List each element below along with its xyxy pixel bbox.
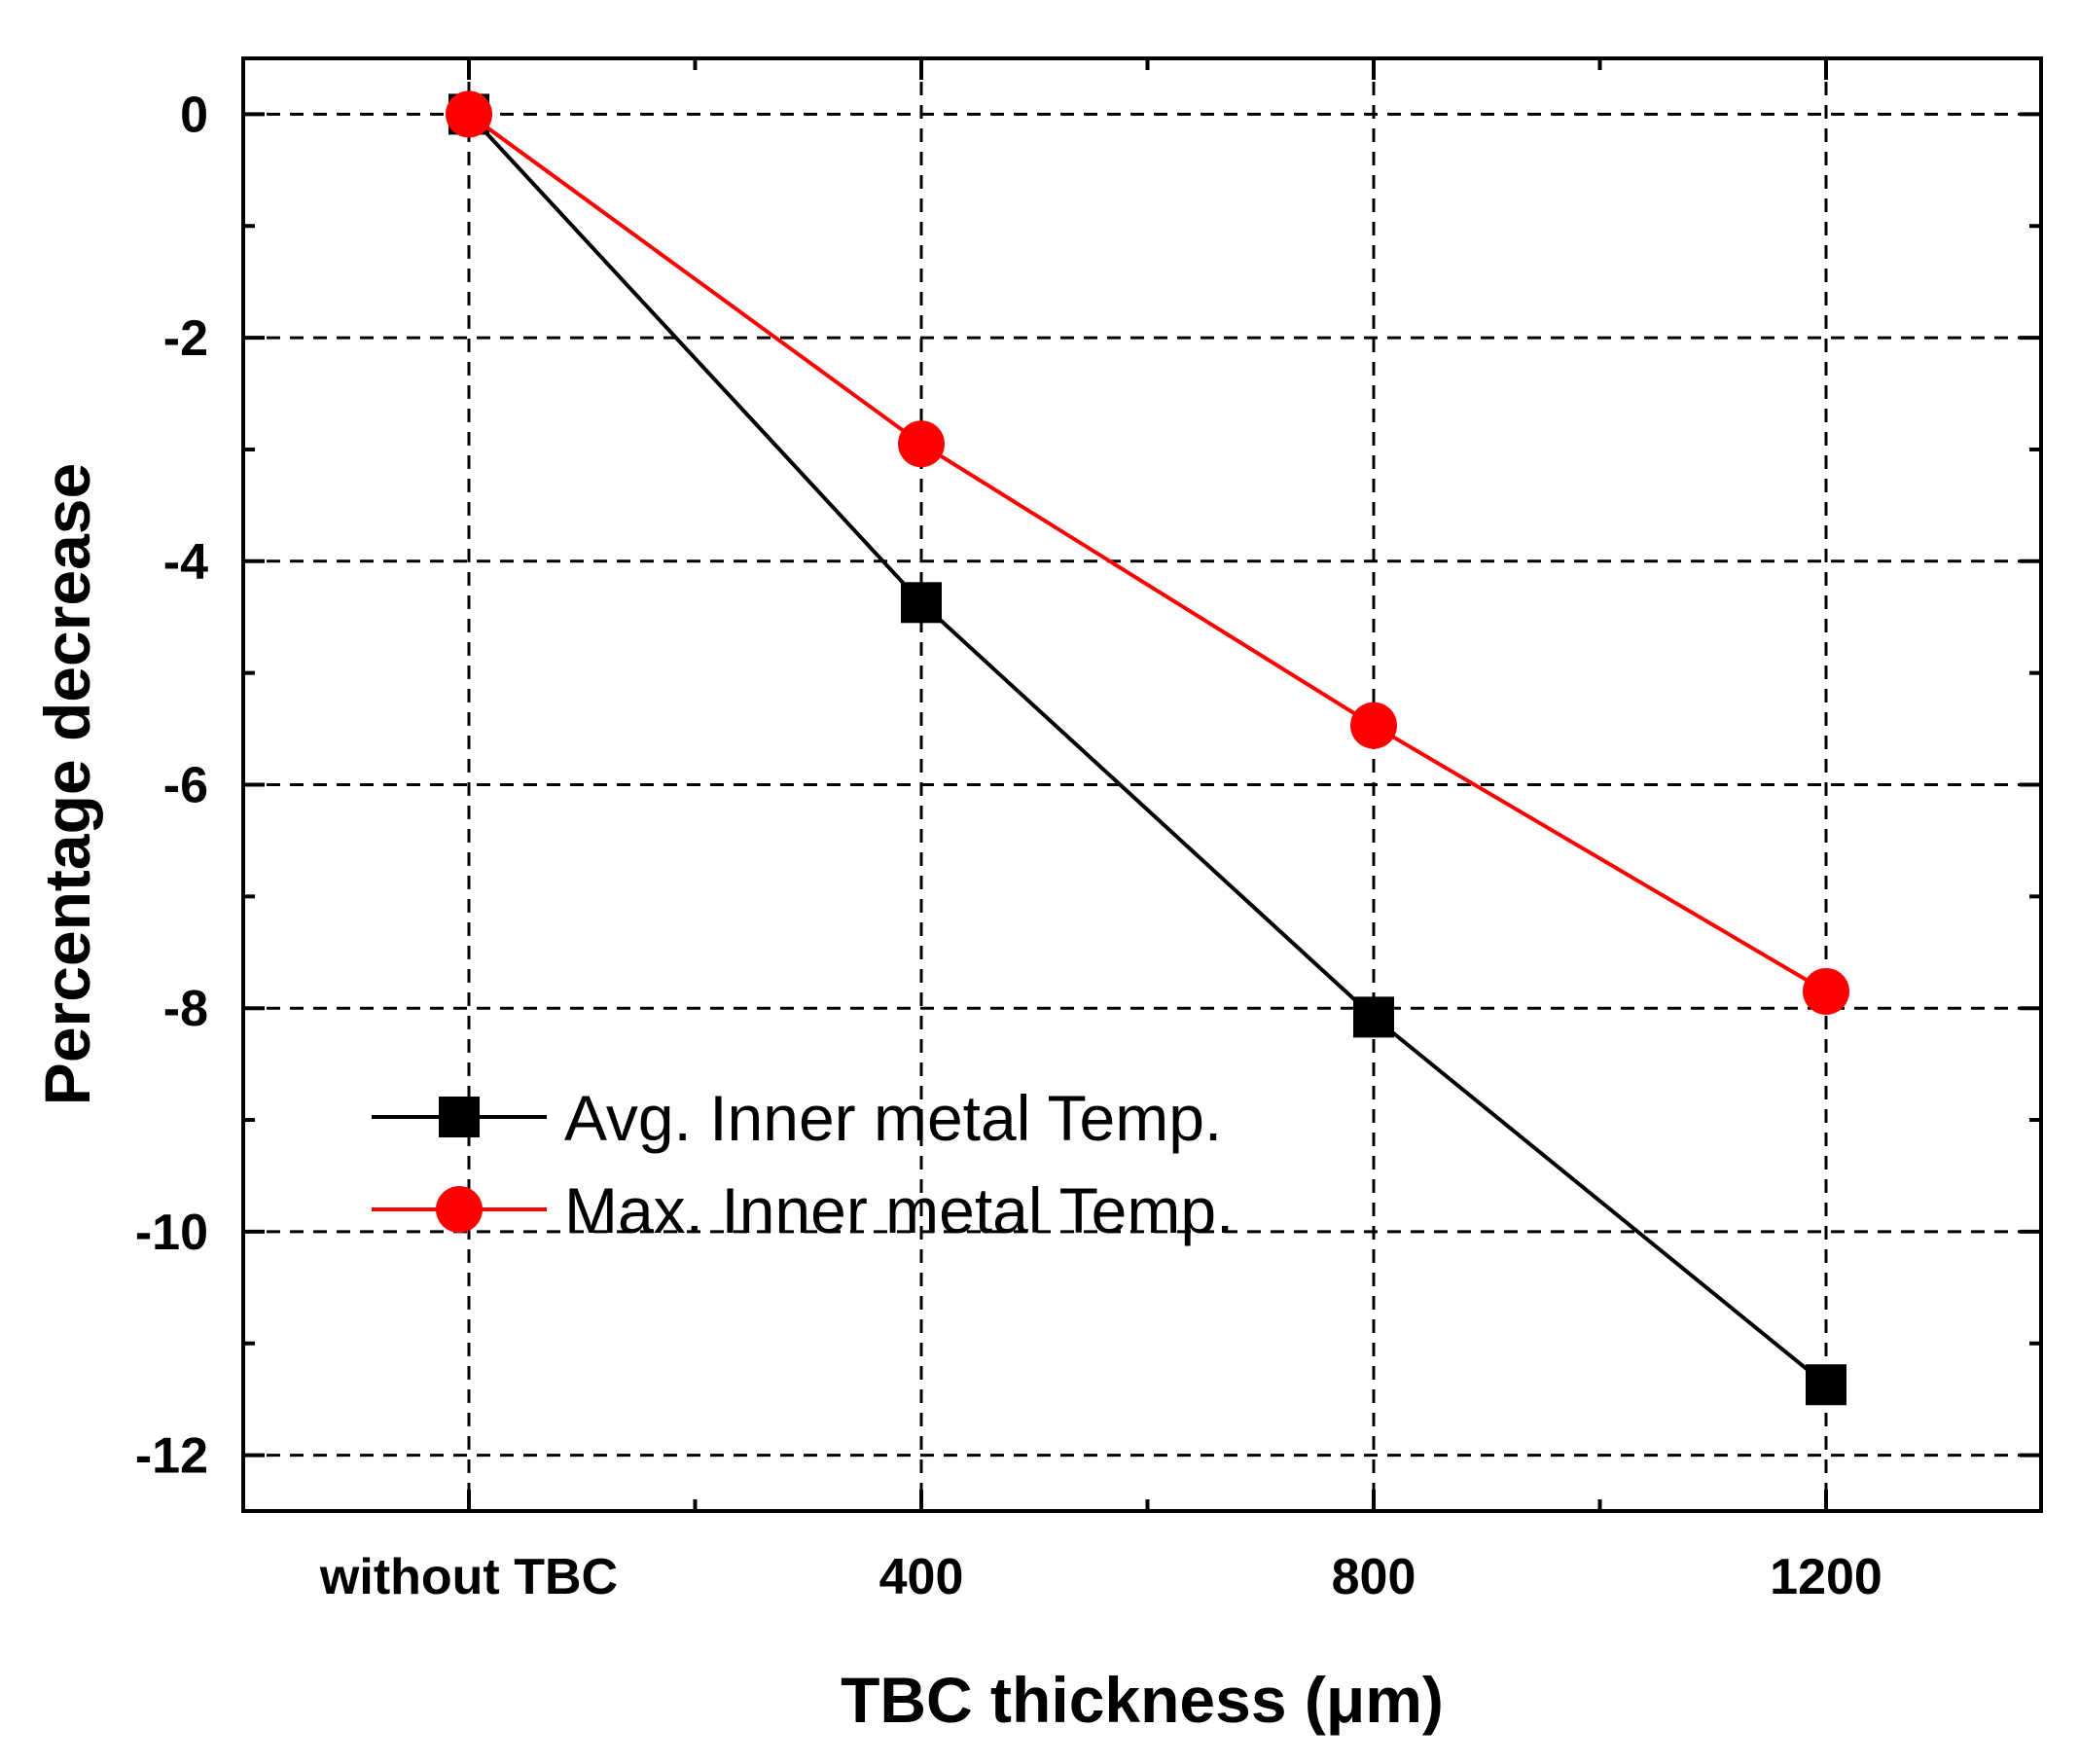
y-axis-title: Percentage decrease xyxy=(31,463,103,1105)
x-axis-ticks: without TBC 400 800 1200 xyxy=(319,58,1882,1605)
legend-marker-max xyxy=(436,1186,483,1233)
data-point-circle xyxy=(446,90,492,138)
x-tick-label: 400 xyxy=(879,1549,964,1605)
series-line xyxy=(467,113,1828,1386)
data-point-square xyxy=(1353,996,1394,1038)
x-tick-label: without TBC xyxy=(319,1549,618,1605)
y-tick-label: 0 xyxy=(180,87,208,143)
legend: Avg. Inner metal Temp. Max. Inner metal … xyxy=(372,1082,1234,1246)
x-axis-title: TBC thickness (μm) xyxy=(841,1664,1444,1736)
data-point-square xyxy=(1806,1364,1846,1406)
y-axis-ticks: 0 -2 -4 -6 -8 -10 -12 xyxy=(135,87,2041,1485)
y-tick-label: -4 xyxy=(163,534,208,591)
grid-lines xyxy=(243,58,2041,1511)
series-line xyxy=(467,112,1828,993)
legend-label-max: Max. Inner metal Temp. xyxy=(564,1174,1234,1246)
y-tick-label: -6 xyxy=(163,758,208,814)
y-tick-label: -2 xyxy=(163,310,208,367)
y-tick-label: -10 xyxy=(135,1205,208,1261)
legend-marker-avg xyxy=(439,1097,480,1137)
data-point-circle xyxy=(1803,967,1849,1015)
data-point-square xyxy=(901,582,942,624)
y-tick-label: -8 xyxy=(163,981,208,1037)
legend-label-avg: Avg. Inner metal Temp. xyxy=(564,1082,1222,1154)
x-tick-label: 800 xyxy=(1332,1549,1416,1605)
series-max xyxy=(446,90,1849,1015)
data-point-circle xyxy=(898,420,945,468)
series-layer xyxy=(446,90,1849,1406)
data-point-circle xyxy=(1350,702,1397,749)
x-tick-label: 1200 xyxy=(1770,1549,1882,1605)
y-tick-label: -12 xyxy=(135,1428,208,1485)
